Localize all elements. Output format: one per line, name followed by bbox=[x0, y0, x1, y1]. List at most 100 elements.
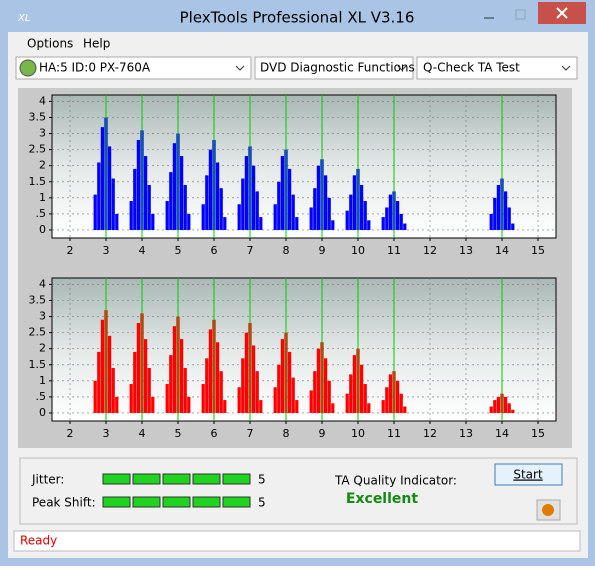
quality-value: Excellent bbox=[346, 491, 418, 507]
x-tick-label: 4 bbox=[139, 427, 146, 440]
bar bbox=[349, 194, 353, 230]
bar bbox=[133, 168, 137, 230]
x-tick-label: 14 bbox=[495, 244, 509, 257]
bar bbox=[205, 358, 209, 413]
bar bbox=[280, 339, 285, 413]
bar bbox=[179, 156, 184, 230]
x-tick-label: 5 bbox=[175, 244, 182, 257]
bar bbox=[489, 213, 493, 230]
drive-select[interactable] bbox=[15, 56, 252, 80]
bar bbox=[507, 403, 511, 413]
bar bbox=[201, 204, 205, 230]
y-tick-label: 4 bbox=[39, 277, 46, 290]
y-tick-label: 2 bbox=[39, 159, 46, 172]
bar bbox=[169, 172, 173, 230]
bar bbox=[403, 406, 407, 413]
rating-block bbox=[222, 496, 251, 508]
bar bbox=[403, 223, 407, 230]
test-select[interactable] bbox=[416, 56, 578, 80]
bar bbox=[136, 139, 141, 230]
bar bbox=[151, 213, 155, 230]
bar bbox=[503, 191, 508, 230]
bar bbox=[241, 358, 245, 413]
bar bbox=[291, 194, 295, 230]
bar bbox=[219, 371, 223, 413]
bar bbox=[385, 207, 389, 230]
rating-block bbox=[132, 473, 161, 485]
x-tick-label: 6 bbox=[211, 244, 218, 257]
bar bbox=[179, 339, 184, 413]
y-tick-label: 0 bbox=[39, 223, 46, 236]
y-tick-label: 3 bbox=[39, 310, 46, 323]
bar bbox=[493, 400, 497, 413]
bar bbox=[399, 213, 403, 230]
bar bbox=[143, 339, 148, 413]
bar bbox=[169, 355, 173, 413]
x-tick-label: 11 bbox=[387, 427, 401, 440]
info-icon bbox=[542, 504, 554, 516]
x-tick-label: 12 bbox=[423, 244, 437, 257]
bar bbox=[208, 329, 213, 413]
bar bbox=[219, 188, 223, 230]
y-tick-label: .5 bbox=[36, 207, 47, 220]
x-tick-label: 10 bbox=[351, 427, 365, 440]
y-tick-label: 1 bbox=[39, 374, 46, 387]
bar bbox=[244, 332, 249, 413]
x-tick-label: 9 bbox=[319, 244, 326, 257]
bar bbox=[327, 380, 331, 413]
menu-item[interactable]: Help bbox=[83, 37, 110, 51]
bar bbox=[115, 396, 119, 413]
bar bbox=[352, 355, 357, 413]
menu-item[interactable]: Options bbox=[27, 37, 73, 51]
bar bbox=[237, 204, 241, 230]
bar bbox=[327, 197, 331, 230]
bar bbox=[259, 400, 263, 413]
x-tick-label: 15 bbox=[531, 244, 545, 257]
jitter-value: 5 bbox=[258, 473, 266, 487]
bar bbox=[323, 358, 328, 413]
peak-shift-label: Peak Shift: bbox=[32, 496, 96, 510]
bar bbox=[367, 403, 371, 413]
start-button[interactable] bbox=[494, 463, 563, 486]
plot-area bbox=[51, 277, 557, 422]
x-tick-label: 12 bbox=[423, 427, 437, 440]
bar bbox=[172, 326, 177, 413]
bar bbox=[93, 194, 97, 230]
bar bbox=[259, 217, 263, 230]
bar bbox=[291, 377, 295, 413]
bar bbox=[313, 371, 317, 413]
x-tick-label: 7 bbox=[247, 427, 254, 440]
function-select[interactable] bbox=[254, 56, 414, 80]
bar bbox=[205, 175, 209, 230]
bar bbox=[241, 178, 245, 230]
bar bbox=[363, 201, 367, 230]
bar bbox=[381, 400, 385, 413]
bar bbox=[331, 403, 335, 413]
rating-block bbox=[192, 473, 221, 485]
y-tick-label: 1.5 bbox=[29, 358, 47, 371]
bar bbox=[251, 345, 256, 413]
bar bbox=[208, 149, 213, 230]
bar bbox=[223, 400, 227, 413]
bar bbox=[107, 146, 112, 230]
peak-shift-value: 5 bbox=[258, 496, 266, 510]
bar bbox=[507, 207, 511, 230]
x-tick-label: 4 bbox=[139, 244, 146, 257]
bar bbox=[503, 396, 508, 413]
jitter-label: Jitter: bbox=[31, 473, 64, 487]
minimize-button[interactable] bbox=[476, 6, 502, 26]
x-tick-label: 15 bbox=[531, 427, 545, 440]
x-tick-label: 14 bbox=[495, 427, 509, 440]
x-tick-label: 13 bbox=[459, 244, 473, 257]
x-tick-label: 9 bbox=[319, 427, 326, 440]
bar bbox=[352, 175, 357, 230]
bar bbox=[111, 178, 115, 230]
bar bbox=[215, 342, 220, 413]
bar bbox=[381, 217, 385, 230]
rating-block bbox=[162, 473, 191, 485]
window-title: PlexTools Professional XL V3.16 bbox=[180, 9, 415, 27]
bar bbox=[165, 384, 169, 413]
bar bbox=[251, 165, 256, 230]
maximize-button bbox=[515, 9, 526, 20]
bar bbox=[280, 156, 285, 230]
